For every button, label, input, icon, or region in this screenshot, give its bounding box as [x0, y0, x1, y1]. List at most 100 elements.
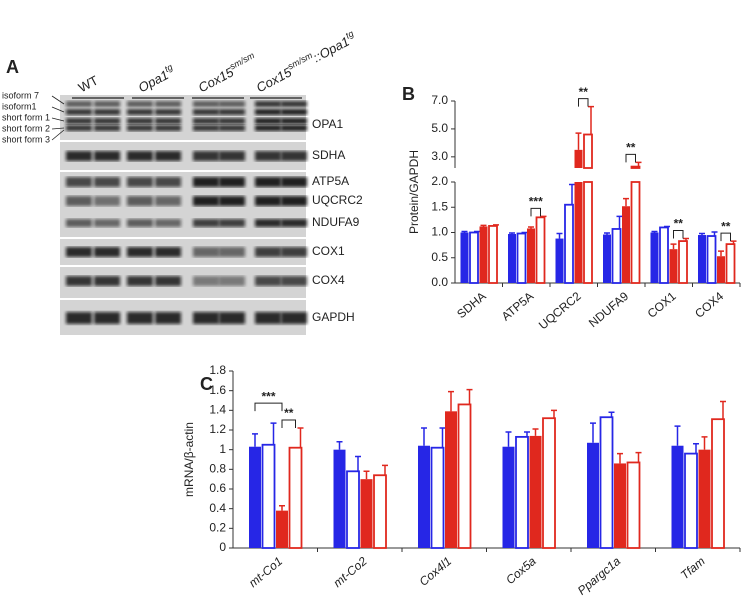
blot-band [219, 247, 245, 257]
bar [488, 225, 498, 284]
panel-label: B [402, 84, 415, 104]
genotype-sup: sm/sm [228, 50, 257, 72]
bar [360, 479, 373, 548]
blot-band [219, 101, 245, 107]
y-axis-label: mRNA/β-actin [182, 422, 196, 497]
error-bar [439, 427, 446, 448]
blot-band [281, 276, 307, 286]
significance-label: ** [284, 406, 294, 420]
blot-band [281, 247, 307, 257]
blot-band [94, 125, 120, 131]
error-bar [355, 455, 361, 472]
bar-upper [630, 165, 641, 169]
blot-band [193, 125, 219, 131]
blot-band [127, 177, 153, 187]
blot-band [219, 276, 245, 286]
blot-band [127, 125, 153, 131]
y-tick-label: 3.0 [431, 149, 448, 163]
blot-band [66, 109, 92, 115]
error-bar [474, 230, 480, 233]
blot-band [127, 196, 153, 206]
bar [587, 442, 599, 548]
significance-label: ** [674, 217, 684, 231]
blot-band [219, 109, 245, 115]
y-tick-label: 1 [219, 442, 226, 456]
bar [288, 446, 303, 549]
blot-band [66, 177, 92, 187]
x-tick-label: mt-Co2 [331, 554, 370, 590]
bar [445, 411, 457, 548]
y-tick-label: 1.6 [209, 383, 226, 397]
blot-band [155, 219, 181, 227]
error-bar [551, 409, 557, 419]
x-tick-label: mt-Co1 [246, 554, 285, 590]
bar [684, 452, 698, 549]
blot-band [155, 247, 181, 257]
y-tick-label: 1.2 [209, 422, 226, 436]
error-bar [382, 464, 388, 476]
blot-band [281, 312, 307, 324]
x-tick-label: Tfam [678, 554, 708, 582]
bar [515, 435, 529, 549]
error-bar [590, 422, 596, 443]
protein-label: COX1 [312, 244, 345, 258]
blot-band [155, 151, 181, 161]
isoform-pointer [51, 106, 65, 113]
blot-band [219, 219, 245, 227]
error-bar [556, 232, 563, 239]
isoform-label: isoform 7 [2, 90, 39, 100]
x-tick-label: ATP5A [499, 289, 536, 324]
blot-band [94, 219, 120, 227]
blot-band [66, 276, 92, 286]
y-tick-label: 0.8 [209, 462, 226, 476]
blot-band [127, 109, 153, 115]
genotype-label: Cox15sm/sm [195, 50, 260, 95]
error-bar [448, 390, 454, 412]
blot-band [255, 118, 281, 124]
y-tick-label: 1.5 [431, 199, 448, 213]
error-bar [617, 452, 623, 464]
bar [574, 182, 583, 283]
isoform-label: short form 2 [2, 123, 50, 133]
blot-band [127, 118, 153, 124]
error-bar [635, 451, 642, 463]
bar [725, 243, 736, 284]
error-bar [279, 504, 285, 511]
error-bar [524, 431, 530, 437]
bar [542, 417, 556, 549]
isoform-label: short form 3 [2, 134, 50, 144]
protein-label: GAPDH [312, 310, 355, 324]
blot-band [193, 101, 219, 107]
blot-band [94, 312, 120, 324]
blot-band [94, 276, 120, 286]
x-tick-label: UQCRC2 [536, 289, 584, 333]
error-bar [421, 427, 427, 446]
bar [669, 249, 678, 283]
significance-bracket [530, 207, 541, 217]
error-bar [493, 224, 499, 226]
error-bar [730, 240, 737, 245]
bar [430, 446, 445, 549]
bar [626, 461, 641, 549]
error-bar [528, 226, 534, 229]
y-tick-label: 1.8 [209, 363, 226, 377]
bar [418, 445, 430, 548]
blot-band [155, 101, 181, 107]
blot-band [193, 312, 219, 324]
error-bar [569, 183, 575, 205]
bar [529, 435, 542, 548]
blot-band [94, 101, 120, 107]
blot-band [255, 101, 281, 107]
blot-band [219, 151, 245, 161]
blot-band [155, 177, 181, 187]
blot-band [127, 219, 153, 227]
genotype-rest: ::Opa1 [311, 34, 353, 66]
bar [659, 226, 669, 284]
error-bar [588, 105, 594, 135]
bar [555, 238, 564, 283]
error-bar [683, 237, 689, 242]
bar [650, 232, 659, 283]
protein-label: NDUFA9 [312, 215, 360, 229]
blot-band [66, 196, 92, 206]
blot-band [127, 247, 153, 257]
